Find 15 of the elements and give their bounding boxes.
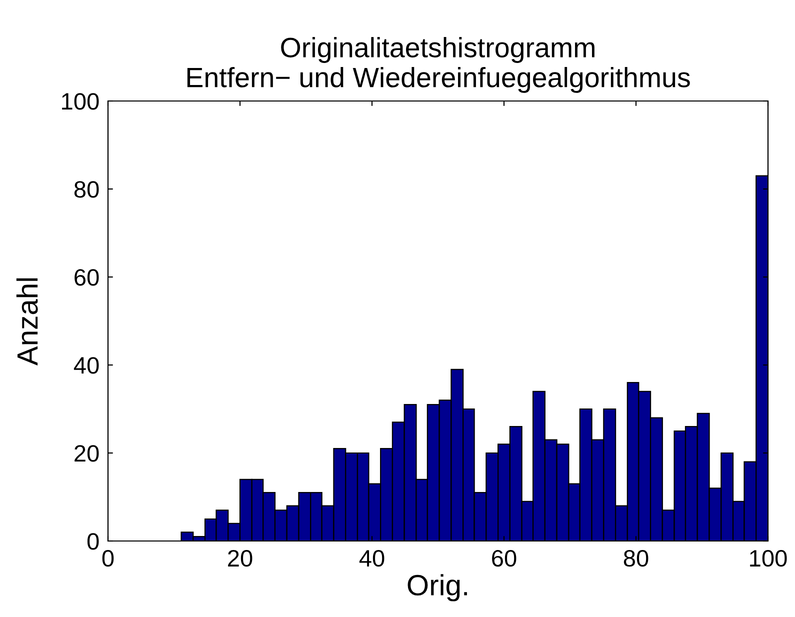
y-tick-label: 0 (87, 533, 99, 550)
x-tick-label: 0 (102, 550, 114, 567)
y-tick-label: 20 (74, 445, 99, 462)
x-tick-label: 100 (750, 550, 787, 567)
x-tick-label: 80 (624, 550, 648, 567)
chart-title: Originalitaetshistrogramm Entfern− und Wiedereinfuegealgorithmus (187, 37, 690, 93)
x-tick-label: 60 (492, 550, 516, 567)
x-tick-label: 40 (359, 550, 384, 567)
y-tick-label: 40 (74, 357, 99, 374)
y-axis-title: Anzahl (16, 278, 38, 366)
y-tick-label: 60 (74, 269, 99, 286)
x-axis-title: Orig. (408, 574, 467, 602)
y-tick-label: 100 (62, 93, 99, 110)
y-tick-label: 80 (74, 181, 99, 198)
x-tick-label: 20 (228, 550, 252, 567)
